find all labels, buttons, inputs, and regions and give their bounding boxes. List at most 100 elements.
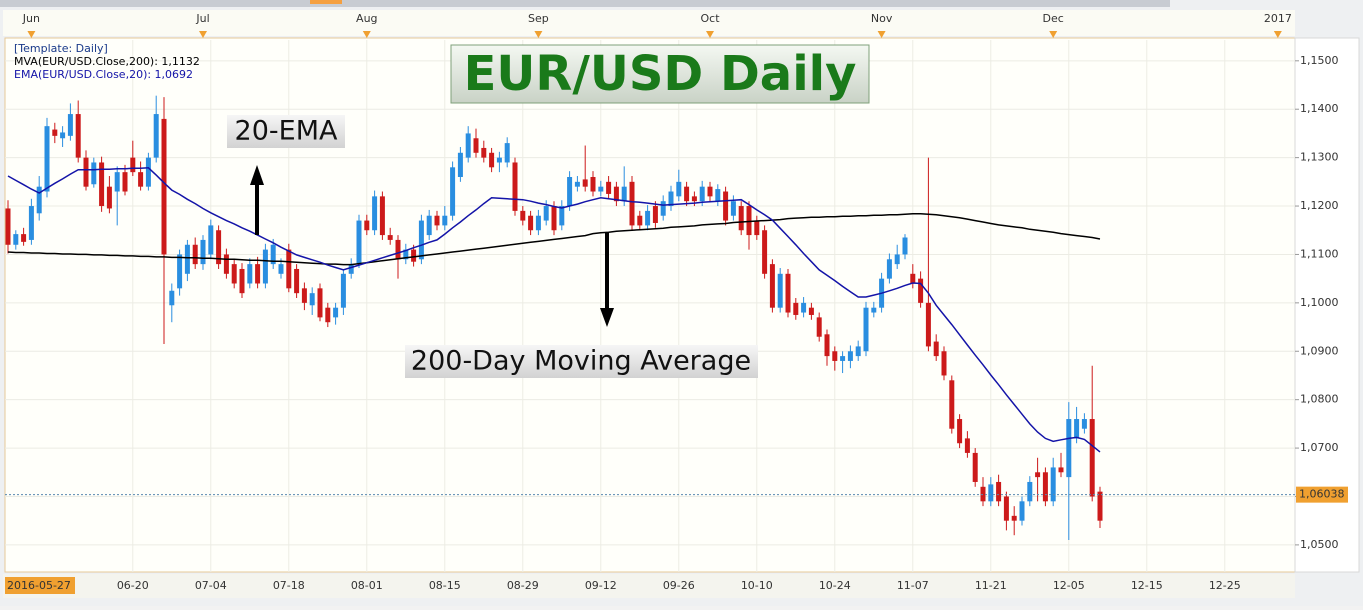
candle-body xyxy=(192,244,198,265)
candle-body xyxy=(543,206,549,221)
candle-body xyxy=(270,244,276,265)
candle-body xyxy=(762,230,768,274)
candle-body xyxy=(356,220,362,265)
candle-body xyxy=(83,157,89,187)
candle-body xyxy=(5,208,11,245)
candle-body xyxy=(153,114,159,158)
candle-body xyxy=(21,234,27,242)
candle-body xyxy=(450,167,456,216)
candle-body xyxy=(403,249,409,260)
candle-body xyxy=(645,210,651,226)
candle-body xyxy=(372,196,378,231)
top-ruler xyxy=(3,10,1295,36)
x-tick-label: 06-20 xyxy=(117,579,149,592)
candle-body xyxy=(28,206,34,240)
top-marker xyxy=(199,31,207,38)
arrow xyxy=(250,165,264,235)
candle-body xyxy=(411,249,417,262)
x-tick-label: 09-26 xyxy=(663,579,695,592)
x-tick-label: 07-04 xyxy=(195,579,227,592)
x-tick-highlight xyxy=(5,577,75,594)
candle-body xyxy=(286,249,292,289)
x-tick-label: 2016-05-27 xyxy=(7,579,71,592)
arrow xyxy=(600,233,614,327)
candle-body xyxy=(785,273,791,313)
candle-body xyxy=(918,278,924,303)
annotation-box xyxy=(227,115,345,148)
last-price-tag xyxy=(1296,486,1348,503)
candle-body xyxy=(13,234,19,245)
indicator-line xyxy=(7,213,1101,266)
template-label: [Template: Daily] xyxy=(14,42,108,55)
candle-body xyxy=(130,157,136,173)
candle-body xyxy=(980,486,986,502)
candle-body xyxy=(255,264,261,284)
candle-body xyxy=(964,438,970,453)
candle-body xyxy=(278,264,284,274)
candle-body xyxy=(1003,496,1009,521)
candle-body xyxy=(161,118,167,255)
top-label: Aug xyxy=(356,12,377,25)
candle-body xyxy=(871,307,877,313)
candle-body xyxy=(925,302,931,347)
candle-body xyxy=(1042,472,1048,502)
annotation-box xyxy=(405,345,758,378)
candle-body xyxy=(1066,419,1072,478)
candle-body xyxy=(621,186,627,202)
candle-body xyxy=(816,317,822,337)
top-bar xyxy=(0,0,1170,7)
candle-body xyxy=(1089,419,1095,497)
candle-body xyxy=(333,307,339,318)
candle-body xyxy=(184,244,190,274)
y-tick-label: 1,1000 xyxy=(1300,296,1339,309)
candle-body xyxy=(301,288,307,303)
y-tick-label: 1,1500 xyxy=(1300,54,1339,67)
y-tick-label: 1,0500 xyxy=(1300,538,1339,551)
candle-body xyxy=(691,196,697,202)
top-label: Oct xyxy=(700,12,720,25)
top-label: Jun xyxy=(22,12,40,25)
chart-title: EUR/USD Daily xyxy=(464,46,857,102)
top-marker xyxy=(534,31,543,38)
top-marker xyxy=(1049,31,1058,38)
candle-body xyxy=(855,346,861,357)
candle-body xyxy=(824,334,830,357)
y-axis-area xyxy=(1294,37,1360,573)
candle-body xyxy=(910,273,916,284)
candle-body xyxy=(434,215,440,226)
candle-body xyxy=(216,230,222,265)
candle-body xyxy=(145,157,151,187)
candle-body xyxy=(988,484,994,502)
top-label: Jul xyxy=(195,12,209,25)
candle-body xyxy=(309,293,315,306)
x-tick-label: 12-15 xyxy=(1131,579,1163,592)
candle-body xyxy=(1027,481,1033,502)
candle-body xyxy=(106,186,112,209)
candle-body xyxy=(348,264,354,274)
x-tick-label: 08-29 xyxy=(507,579,539,592)
candle-body xyxy=(1058,467,1064,473)
candle-body xyxy=(832,351,838,361)
candle-body xyxy=(44,126,50,192)
candle-body xyxy=(325,307,331,323)
top-label: Sep xyxy=(528,12,549,25)
candle-body xyxy=(520,210,526,221)
x-tick-label: 09-12 xyxy=(585,579,617,592)
x-tick-label: 12-05 xyxy=(1053,579,1085,592)
top-bar-marker xyxy=(310,0,342,4)
candle-body xyxy=(395,239,401,260)
candle-body xyxy=(723,191,729,221)
marks xyxy=(5,95,1103,541)
top-label: 2017 xyxy=(1264,12,1292,25)
candle-body xyxy=(489,152,495,168)
candle-body xyxy=(1035,472,1041,478)
top-marker xyxy=(27,31,36,38)
x-tick-label: 10-10 xyxy=(741,579,773,592)
candle-body xyxy=(769,264,775,308)
plot-area xyxy=(4,37,1296,573)
candle-body xyxy=(114,172,120,192)
top-marker xyxy=(1273,31,1282,38)
candle-body xyxy=(1019,501,1025,521)
title-box xyxy=(450,44,870,104)
candle-body xyxy=(91,162,97,185)
